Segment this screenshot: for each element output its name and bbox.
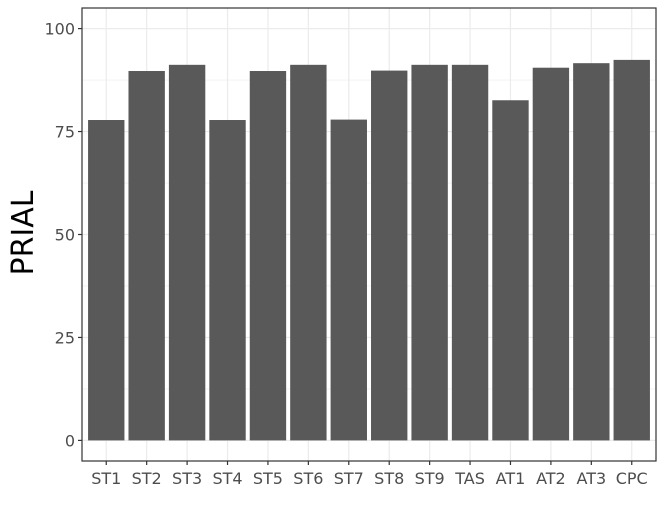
x-axis-tick-labels: ST1 ST2 ST3 ST4 ST5 ST6 ST7 ST8 ST9 TAS AT1 AT2 AT3 C… [91, 469, 648, 488]
x-tick-label: ST7 [334, 469, 364, 488]
y-tick-label: 75 [55, 123, 75, 142]
bar-st7 [330, 119, 367, 441]
bar-tas [451, 64, 489, 441]
x-tick-label: ST3 [172, 469, 202, 488]
x-tick-label: ST6 [293, 469, 323, 488]
bar-st3 [168, 64, 206, 441]
bar-st6 [290, 64, 327, 441]
y-tick-label: 25 [55, 328, 75, 347]
bar-st9 [411, 64, 448, 441]
grid-major-lines [82, 8, 656, 461]
x-tick-label: ST2 [132, 469, 162, 488]
x-axis-ticks [105, 461, 633, 465]
x-tick-label: ST4 [212, 469, 242, 488]
y-axis-ticks [78, 27, 82, 442]
x-tick-label: AT1 [496, 469, 526, 488]
y-axis-title: PRIAL [6, 190, 41, 275]
y-axis-tick-labels: 0 25 50 75 100 [44, 20, 75, 451]
bar-st5 [249, 71, 287, 441]
bar-st8 [371, 70, 408, 441]
bar-st4 [209, 120, 246, 441]
x-tick-label: CPC [616, 469, 648, 488]
bars-group [88, 59, 650, 441]
y-tick-label: 100 [44, 20, 75, 39]
bar-st1 [88, 120, 125, 441]
bar-st2 [128, 71, 165, 441]
x-tick-label: ST5 [253, 469, 283, 488]
bar-at3 [573, 63, 610, 441]
x-tick-label: AT2 [536, 469, 566, 488]
y-tick-label: 0 [65, 431, 75, 450]
x-tick-label: AT3 [576, 469, 606, 488]
x-tick-label: TAS [454, 469, 485, 488]
x-tick-label: ST9 [415, 469, 445, 488]
x-tick-label: ST1 [91, 469, 121, 488]
bar-at1 [492, 100, 529, 441]
y-tick-label: 50 [55, 226, 75, 245]
bar-cpc [613, 59, 650, 441]
bar-at2 [532, 67, 570, 441]
x-tick-label: ST8 [374, 469, 404, 488]
